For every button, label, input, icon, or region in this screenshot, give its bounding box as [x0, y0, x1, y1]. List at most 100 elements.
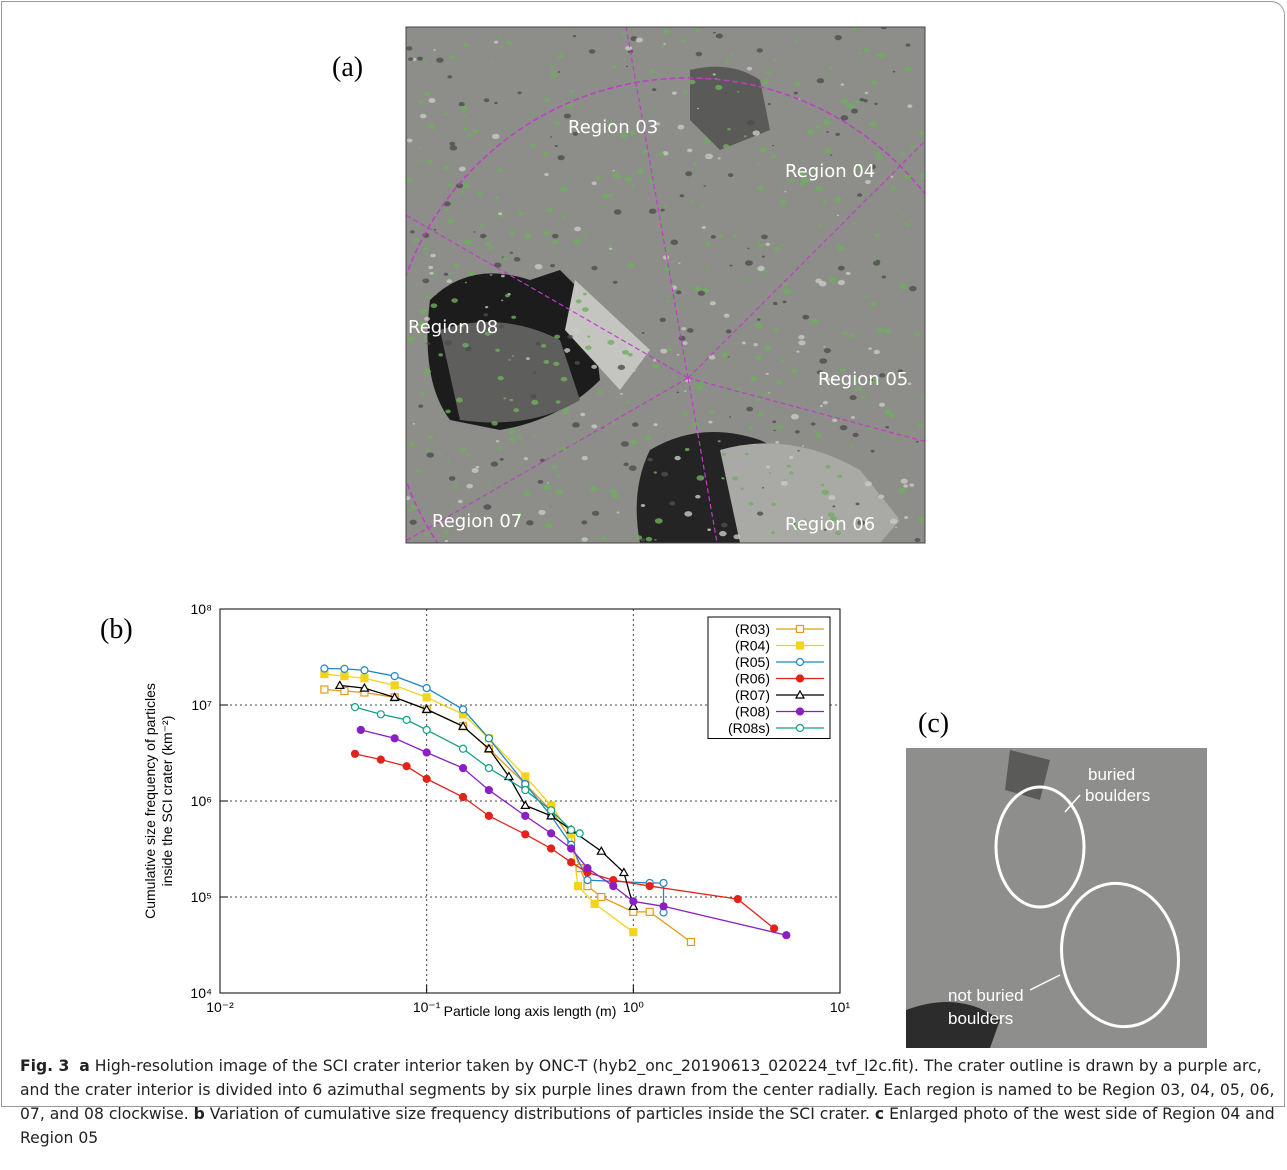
texture: [730, 52, 734, 56]
texture: [544, 172, 549, 177]
texture: [752, 130, 760, 136]
texture: [513, 257, 521, 262]
marker: [334, 680, 345, 690]
x-tick-label: 10⁻²: [206, 999, 234, 1015]
texture: [917, 423, 924, 428]
texture: [760, 379, 764, 382]
texture: [866, 193, 871, 197]
texture: [746, 66, 753, 71]
texture: [612, 422, 617, 425]
texture: [550, 72, 558, 78]
marker: [782, 931, 791, 940]
texture: [773, 58, 777, 62]
texture: [457, 499, 463, 504]
texture: [489, 273, 493, 276]
texture: [766, 465, 771, 469]
texture: [627, 352, 633, 357]
texture: [445, 208, 450, 212]
texture: [494, 238, 498, 241]
texture: [879, 373, 886, 378]
texture: [652, 88, 657, 92]
texture: [670, 239, 679, 245]
texture: [685, 171, 693, 177]
texture: [612, 169, 615, 172]
texture: [414, 321, 419, 324]
texture: [686, 425, 690, 428]
texture: [617, 497, 621, 500]
texture: [499, 457, 504, 461]
marker: [659, 878, 668, 888]
texture: [743, 135, 747, 138]
texture: [859, 52, 863, 55]
marker: [484, 811, 493, 820]
texture: [755, 266, 758, 269]
marker: [795, 641, 805, 650]
marker: [546, 806, 556, 815]
texture: [869, 278, 873, 282]
texture: [808, 323, 812, 326]
texture: [475, 465, 480, 469]
texture: [773, 429, 776, 432]
texture: [789, 178, 796, 184]
texture: [757, 265, 765, 272]
marker: [573, 881, 583, 891]
texture: [854, 99, 861, 104]
texture: [515, 516, 521, 520]
texture: [865, 179, 871, 185]
texture: [484, 236, 488, 239]
texture: [854, 380, 860, 385]
texture: [765, 242, 771, 246]
texture: [642, 60, 645, 63]
marker: [795, 723, 805, 733]
texture: [909, 483, 915, 487]
texture: [608, 244, 613, 248]
texture: [419, 392, 425, 396]
texture: [581, 520, 588, 525]
texture: [438, 453, 443, 456]
texture: [862, 401, 866, 405]
texture: [675, 290, 682, 295]
texture: [671, 91, 677, 95]
texture: [608, 193, 614, 198]
texture: [888, 413, 895, 418]
texture: [903, 484, 909, 488]
texture: [839, 424, 848, 431]
texture: [463, 42, 469, 47]
texture: [721, 452, 727, 456]
texture: [407, 508, 412, 512]
texture: [543, 359, 550, 364]
texture: [658, 152, 665, 157]
texture: [408, 442, 416, 447]
texture: [413, 238, 420, 243]
texture: [748, 502, 754, 506]
texture: [881, 275, 886, 279]
caption-text: Enlarged photo of the west side of Regio…: [20, 1105, 1275, 1147]
texture: [875, 259, 881, 264]
texture: [900, 151, 905, 156]
marker: [350, 703, 360, 712]
texture: [624, 176, 633, 182]
texture: [859, 98, 865, 102]
texture: [539, 458, 545, 463]
texture: [897, 369, 903, 374]
texture: [799, 181, 806, 187]
texture: [662, 29, 670, 34]
texture: [733, 534, 741, 540]
texture: [895, 526, 898, 528]
texture: [490, 461, 499, 467]
texture: [417, 56, 423, 61]
texture: [693, 163, 698, 166]
texture: [783, 288, 792, 295]
texture: [426, 342, 431, 345]
y-tick-label: 10⁵: [191, 889, 212, 905]
texture: [749, 427, 754, 431]
texture: [584, 231, 588, 234]
marker: [483, 743, 494, 753]
texture: [707, 528, 712, 532]
texture: [868, 164, 876, 170]
marker: [794, 689, 806, 699]
texture: [819, 358, 828, 364]
marker: [458, 792, 468, 802]
texture: [534, 263, 543, 270]
